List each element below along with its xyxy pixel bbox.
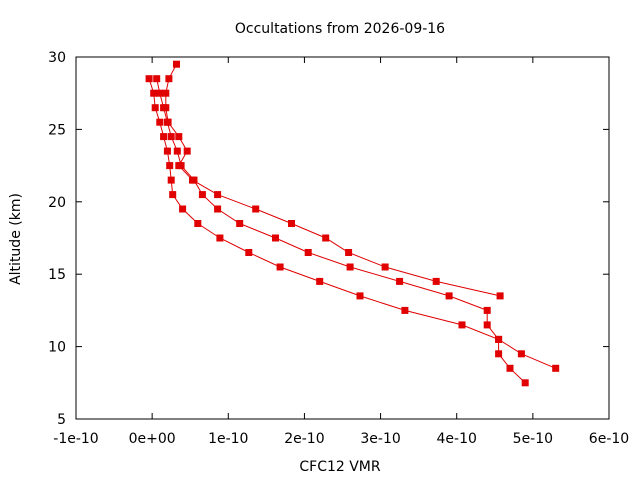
series-2-point [169,191,177,199]
series-1-point [521,379,529,387]
series-1-point [445,292,453,300]
series-2-point [160,133,168,141]
x-tick-label: 0e+00 [129,431,176,447]
y-tick-label: 15 [48,267,66,283]
series-3-point [173,60,180,68]
series-3-point [183,147,191,155]
x-tick-label: 1e-10 [208,431,248,447]
series-3-point [322,234,330,242]
series-3-point [165,75,173,83]
y-tick-label: 20 [48,195,66,211]
x-tick-label: -1e-10 [53,431,98,447]
series-3-point [496,292,504,300]
series-1-point [483,321,491,329]
series-3-point [164,118,172,126]
series-1-point [483,306,491,314]
series-2-point [194,220,202,227]
series-1-point [304,249,312,256]
series-1-point [346,263,354,271]
series-1-point [236,220,244,227]
series-1-point [153,75,161,83]
series-2-line [148,78,556,369]
series-2-point [458,321,466,329]
plot-frame [75,56,610,420]
series-3-point [162,104,170,112]
series-2-point [216,234,224,242]
series-2-point [179,205,187,213]
series-1-point [272,234,279,242]
series-1-point [173,147,181,155]
series-2-point [156,118,164,126]
y-tick-label: 25 [48,122,66,138]
chart-title: Occultations from 2026-09-16 [235,21,445,37]
series-3-point [288,220,295,227]
series-1-point [396,277,404,285]
series-layer [145,60,560,387]
x-tick-label: 4e-10 [437,431,477,447]
series-3-point [345,249,353,256]
series-3-point [214,191,222,199]
axis-ticks: -1e-10 0e+00 1e-10 2e-10 3e-10 4e-10 5e-10 6e-1… [48,50,629,447]
series-3-point [381,263,389,271]
x-tick-label: 3e-10 [360,431,400,447]
y-axis-label: Altitude (km) [8,193,24,285]
y-tick-label: 5 [57,412,66,428]
series-3-point [432,277,440,285]
series-2-point [163,147,171,155]
series-3-point [175,133,183,141]
series-1-point [198,191,206,199]
series-3-point [162,89,170,97]
series-2-point [150,89,158,97]
x-axis-label: CFC12 VMR [299,459,381,475]
x-tick-label: 6e-10 [589,431,629,447]
series-2-point [166,162,174,170]
series-2-point [245,249,253,256]
series-1-line [156,78,526,384]
series-2-point [151,104,159,112]
series-2-point [517,350,525,358]
series-3-point [189,176,196,184]
series-2-point [356,292,364,300]
series-2-point [145,75,153,83]
y-tick-label: 10 [48,340,66,356]
y-tick-label: 30 [48,50,66,66]
series-2-point [552,364,560,372]
series-2-point [316,277,324,285]
x-tick-label: 5e-10 [513,431,553,447]
series-2-point [401,306,409,314]
series-3-point [252,205,260,213]
series-2-point [495,335,503,343]
series-1-point [167,133,175,141]
series-3-point [175,162,183,170]
series-2-point [167,176,175,184]
series-1-point [214,205,222,213]
series-1-point [506,364,514,372]
x-tick-label: 2e-10 [284,431,324,447]
series-1-point [156,89,164,97]
series-2-point [276,263,284,271]
series-1-point [495,350,503,358]
